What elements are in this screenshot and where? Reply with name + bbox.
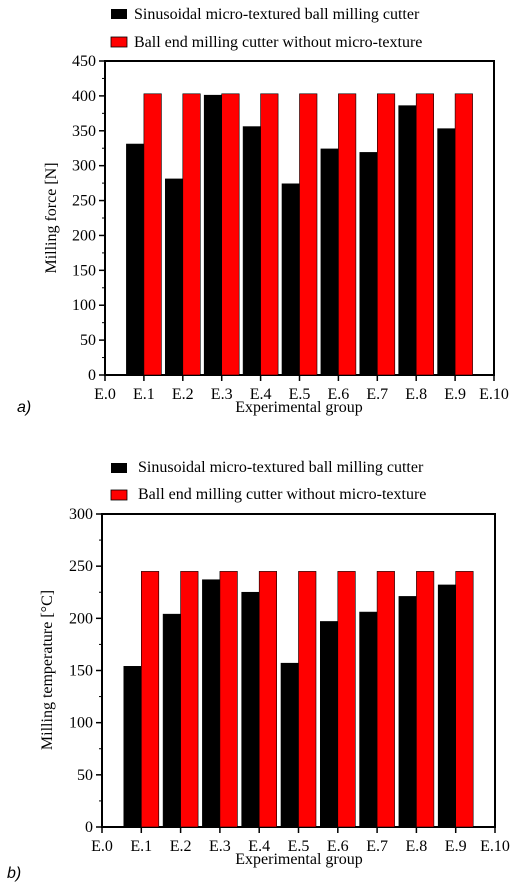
bar-plain-E.7 — [376, 93, 396, 376]
y-tick-label: 200 — [69, 610, 93, 627]
x-tick-label: E.3 — [209, 838, 231, 855]
y-tick-label: 300 — [69, 506, 93, 523]
x-axis-label-b: Experimental group — [235, 851, 363, 868]
legend-label-plain-a: Ball end milling cutter without micro-te… — [134, 34, 422, 51]
panel-label-b: b) — [7, 865, 21, 882]
x-tick-label: E.10 — [480, 838, 510, 855]
x-axis-label-a: Experimental group — [235, 399, 363, 416]
x-tick-label: E.9 — [445, 838, 467, 855]
bar-plain-E.5 — [299, 93, 318, 376]
bar-textured-E.3 — [202, 579, 221, 828]
bar-plain-E.8 — [415, 93, 435, 376]
legend-label-plain-b: Ball end milling cutter without micro-te… — [138, 486, 426, 503]
legend-swatch-textured-b — [111, 463, 127, 473]
bar-plain-E.6 — [337, 571, 356, 828]
legend-swatch-textured-a — [111, 9, 127, 19]
y-tick-label: 100 — [69, 715, 93, 732]
y-tick-label: 0 — [85, 819, 93, 836]
bar-plain-E.2 — [180, 571, 199, 828]
x-tick-label: E.0 — [94, 386, 116, 403]
bar-textured-E.3 — [203, 94, 222, 376]
legend-label-textured-a: Sinusoidal micro-textured ball milling c… — [134, 6, 420, 23]
chart-a: Sinusoidal micro-textured ball milling c… — [17, 6, 509, 416]
y-tick-label: 50 — [77, 767, 93, 784]
bars-b — [123, 571, 474, 828]
bar-plain-E.1 — [143, 93, 162, 376]
bar-textured-E.8 — [398, 596, 417, 828]
bar-textured-E.1 — [126, 143, 145, 376]
y-tick-label: 350 — [72, 123, 96, 140]
x-tick-label: E.4 — [248, 838, 270, 855]
bar-plain-E.9 — [455, 571, 474, 828]
y-tick-label: 0 — [88, 367, 96, 384]
y-tick-label: 250 — [72, 193, 96, 210]
chart-b: Sinusoidal micro-textured ball milling c… — [7, 459, 510, 882]
bar-textured-E.9 — [437, 584, 457, 828]
x-tick-label: E.7 — [366, 386, 388, 403]
x-tick-label: E.4 — [250, 386, 272, 403]
bar-plain-E.9 — [454, 93, 473, 376]
bar-plain-E.7 — [376, 571, 395, 828]
bar-textured-E.6 — [320, 148, 339, 376]
panel-label-a: a) — [17, 399, 31, 416]
bar-textured-E.4 — [242, 126, 261, 376]
bar-textured-E.5 — [281, 183, 300, 376]
y-tick-label: 200 — [72, 227, 96, 244]
bar-plain-E.4 — [260, 93, 279, 376]
bar-plain-E.1 — [141, 571, 160, 828]
y-tick-label: 150 — [69, 663, 93, 680]
bar-textured-E.1 — [123, 666, 142, 828]
legend-label-textured-b: Sinusoidal micro-textured ball milling c… — [138, 459, 424, 476]
bar-textured-E.9 — [437, 128, 456, 376]
x-tick-label: E.6 — [328, 386, 350, 403]
y-axis-label-a: Milling force [N] — [43, 162, 60, 273]
ticks-b: 0 50 100 150 200 250 300 E.0 E.1 E.2 E.3 E.4 E.5 E.6 E… — [69, 506, 510, 855]
bar-plain-E.3 — [219, 571, 238, 828]
bar-plain-E.2 — [182, 93, 201, 376]
x-tick-label: E.8 — [406, 838, 428, 855]
y-tick-label: 300 — [72, 158, 96, 175]
legend-swatch-plain-a — [110, 36, 128, 48]
ticks-a: 0 50 100 150 200 250 300 350 400 450 E.0 E.1 E.2 E.3 E… — [72, 53, 509, 403]
x-tick-label: E.10 — [479, 386, 509, 403]
x-tick-label: E.5 — [289, 386, 311, 403]
x-tick-label: E.2 — [172, 386, 194, 403]
y-tick-label: 150 — [72, 262, 96, 279]
x-tick-label: E.7 — [366, 838, 388, 855]
bar-plain-E.5 — [298, 571, 317, 828]
x-tick-label: E.8 — [405, 386, 427, 403]
x-tick-label: E.2 — [170, 838, 192, 855]
x-tick-label: E.1 — [130, 838, 152, 855]
x-tick-label: E.0 — [91, 838, 113, 855]
bar-plain-E.3 — [221, 93, 240, 376]
bar-textured-E.4 — [241, 591, 260, 828]
bar-textured-E.6 — [319, 621, 339, 828]
y-tick-label: 450 — [72, 53, 96, 70]
x-tick-label: E.9 — [444, 386, 466, 403]
bar-textured-E.2 — [165, 178, 184, 376]
y-tick-label: 400 — [72, 88, 96, 105]
x-tick-label: E.5 — [288, 838, 310, 855]
bar-textured-E.8 — [398, 105, 417, 376]
bar-plain-E.4 — [258, 571, 278, 828]
bar-plain-E.6 — [338, 93, 357, 376]
x-tick-label: E.6 — [327, 838, 349, 855]
x-tick-label: E.1 — [133, 386, 155, 403]
legend-swatch-plain-b — [110, 489, 128, 501]
bar-textured-E.7 — [359, 611, 378, 828]
y-tick-label: 50 — [80, 332, 96, 349]
x-tick-label: E.3 — [211, 386, 233, 403]
bar-plain-E.8 — [416, 571, 435, 828]
y-tick-label: 100 — [72, 297, 96, 314]
bar-textured-E.2 — [162, 613, 181, 828]
y-axis-label-b: Milling temperature [°C] — [39, 590, 56, 750]
bars-a — [126, 93, 473, 376]
bar-textured-E.5 — [280, 662, 299, 828]
y-tick-label: 250 — [69, 558, 93, 575]
bar-textured-E.7 — [359, 152, 378, 376]
